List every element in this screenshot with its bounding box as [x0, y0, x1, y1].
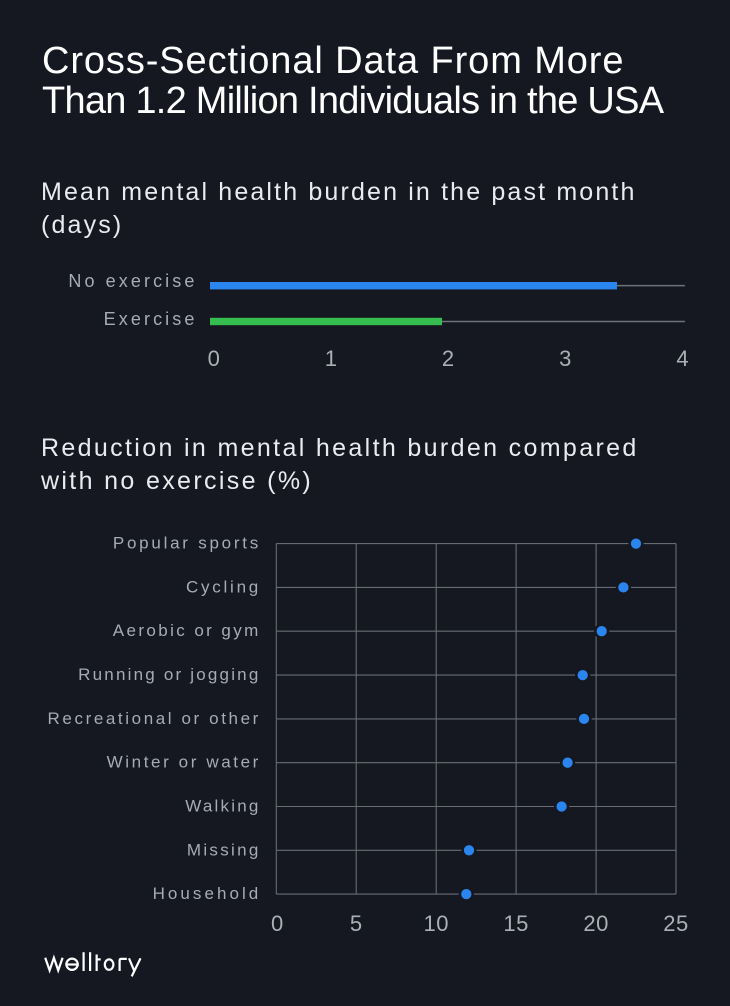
- svg-text:20: 20: [583, 911, 608, 936]
- svg-text:10: 10: [423, 911, 448, 936]
- svg-text:Winter or water: Winter or water: [107, 753, 261, 772]
- svg-text:3: 3: [559, 346, 572, 371]
- svg-text:Popular sports: Popular sports: [113, 534, 261, 553]
- svg-text:15: 15: [503, 911, 528, 936]
- svg-text:Walking: Walking: [185, 797, 260, 816]
- svg-text:4: 4: [676, 346, 689, 371]
- svg-text:0: 0: [271, 911, 284, 936]
- svg-text:Cycling: Cycling: [186, 577, 261, 596]
- svg-text:25: 25: [663, 911, 688, 936]
- svg-text:Missing: Missing: [187, 840, 261, 859]
- svg-text:No exercise: No exercise: [68, 271, 197, 291]
- svg-text:Aerobic or gym: Aerobic or gym: [113, 621, 261, 640]
- svg-text:0: 0: [208, 346, 221, 371]
- svg-text:Exercise: Exercise: [104, 309, 198, 329]
- svg-text:5: 5: [350, 911, 363, 936]
- svg-text:Running or jogging: Running or jogging: [78, 665, 260, 684]
- svg-text:Household: Household: [153, 884, 262, 903]
- svg-text:2: 2: [442, 346, 455, 371]
- svg-text:1: 1: [325, 346, 338, 371]
- svg-text:Recreational or other: Recreational or other: [48, 709, 261, 728]
